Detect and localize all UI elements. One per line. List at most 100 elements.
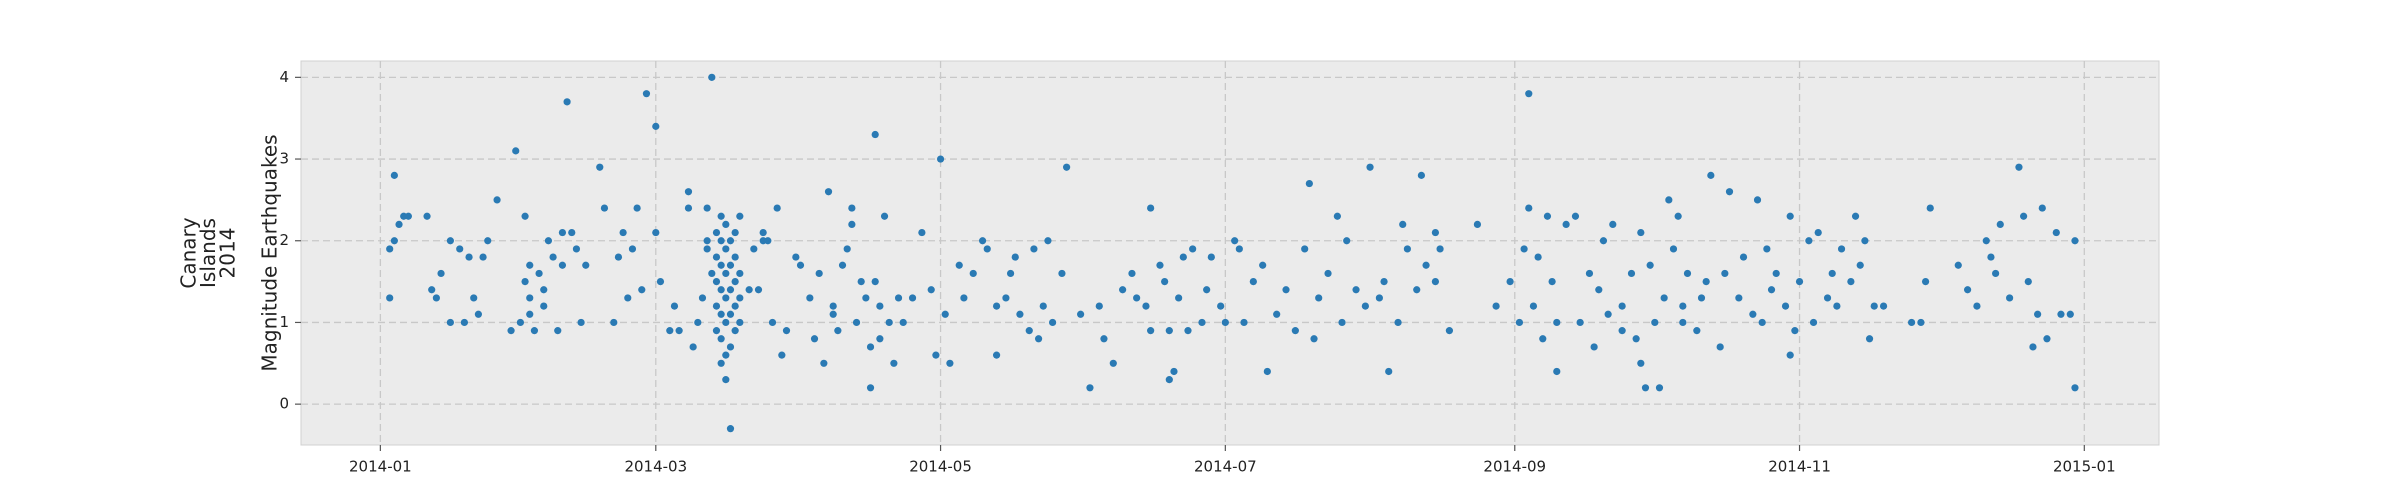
point [689,343,697,351]
point [1445,327,1454,335]
point [1133,294,1141,302]
point [894,294,903,302]
point [1595,286,1603,294]
point [1249,277,1257,286]
point [1305,179,1313,188]
point [1982,237,1990,245]
point [1006,269,1015,278]
point [978,237,987,245]
point [512,147,520,155]
point [1259,261,1267,269]
point [1263,367,1271,376]
point [890,359,898,367]
point [1361,302,1369,310]
point [1851,212,1860,220]
point [582,261,590,269]
point [852,318,861,327]
point [1077,310,1085,318]
point [1674,212,1682,220]
point [526,310,534,318]
point [558,228,567,237]
point [610,318,618,327]
point [1525,90,1533,98]
point [1203,286,1211,294]
point [1655,384,1664,392]
point [731,277,739,286]
point [1693,327,1701,335]
point [2029,343,2037,351]
point [908,294,917,302]
point [1165,376,1173,384]
point [1002,294,1010,302]
point [2015,163,2023,171]
points [386,73,2079,433]
point [1506,277,1514,286]
point [703,237,711,245]
point [549,253,557,261]
point [1786,351,1794,359]
point [446,237,454,245]
point [1791,327,1799,335]
point [1189,245,1197,253]
point [1539,335,1547,343]
point [507,327,515,335]
point [1996,220,2004,229]
point [885,318,893,327]
point [619,228,627,237]
point [1049,318,1057,327]
point [1665,196,1673,204]
point [1716,343,1724,351]
point [1571,212,1580,220]
point [1585,269,1594,278]
point [596,163,604,171]
point [1431,228,1440,237]
point [544,237,553,245]
point [456,245,464,253]
x-tick-label: 2014-09 [1483,458,1546,476]
x-tick-label: 2014-05 [909,458,972,476]
point [521,277,529,286]
point [1291,327,1299,335]
point [736,212,744,220]
point [428,286,436,294]
point [1422,261,1430,269]
point [1823,294,1832,302]
point [1683,269,1692,278]
point [1515,318,1524,327]
y-tick-label: 3 [279,150,289,168]
point [1109,359,1117,367]
point [684,204,693,212]
point [1333,212,1341,220]
point [876,302,884,310]
point [745,286,753,294]
point [460,318,468,327]
point [726,425,735,433]
point [1198,318,1206,327]
x-tick-label: 2014-11 [1768,458,1831,476]
point [736,318,744,327]
point [1095,302,1103,310]
point [2071,237,2079,245]
point [992,351,1001,359]
point [614,253,623,261]
y-tick-label: 0 [279,395,289,413]
point [684,188,693,196]
point [652,228,660,237]
point [731,253,739,261]
point [1016,310,1024,318]
point [1604,310,1612,318]
point [652,122,660,130]
point [899,318,907,327]
point [1707,171,1715,179]
point [848,220,856,229]
point [806,294,814,302]
point [726,237,735,245]
point [563,98,571,106]
point [1618,302,1626,310]
point [1063,163,1071,171]
point [2024,277,2032,286]
point [432,294,440,302]
point [983,245,991,253]
point [731,302,739,310]
